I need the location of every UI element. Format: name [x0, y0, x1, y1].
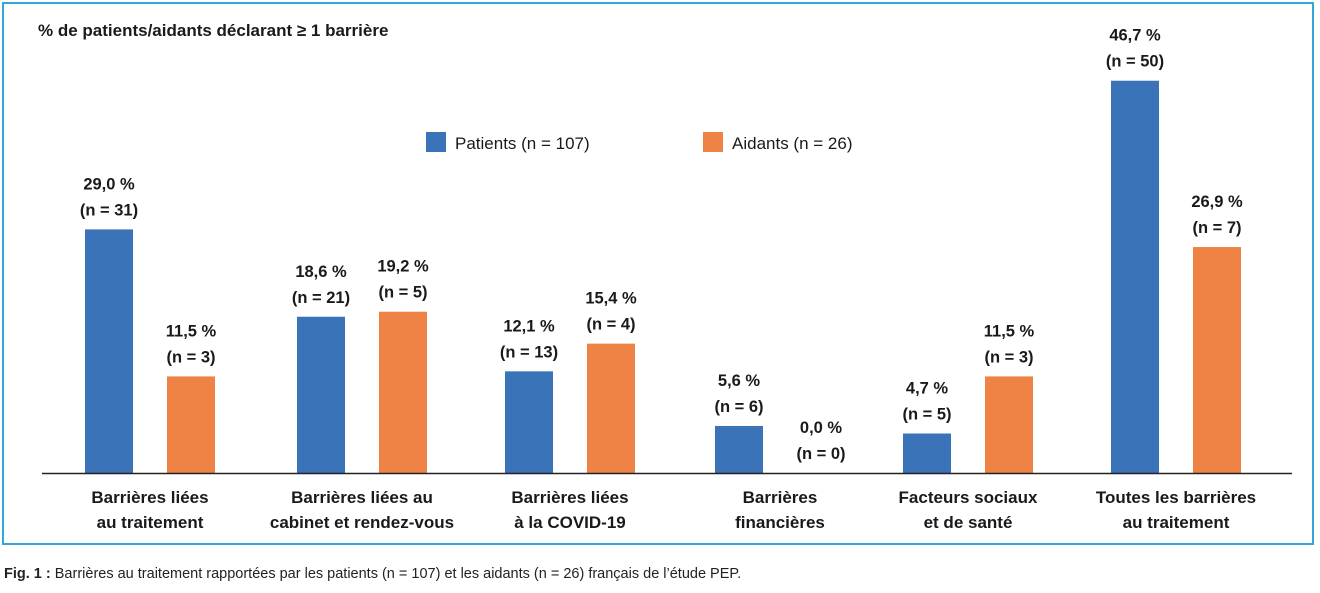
- data-label-patients-5-0: 46,7 %: [1109, 27, 1161, 45]
- bar-patients-4: [903, 433, 951, 473]
- data-label-aidants-5-1: (n = 7): [1192, 219, 1241, 237]
- caption-text: Barrières au traitement rapportées par l…: [50, 566, 742, 582]
- bar-aidants-1: [379, 311, 427, 473]
- data-label-patients-5-1: (n = 50): [1106, 53, 1164, 71]
- bar-aidants-5: [1193, 247, 1241, 473]
- data-label-aidants-1-0: 19,2 %: [377, 258, 429, 276]
- bar-patients-5: [1111, 80, 1159, 473]
- x-tick-label-1-1: cabinet et rendez-vous: [270, 513, 454, 532]
- x-tick-label-4-0: Facteurs sociaux: [899, 488, 1038, 507]
- bar-aidants-4: [985, 376, 1033, 473]
- chart-frame: [2, 2, 1314, 545]
- x-tick-label-3-1: financières: [735, 513, 825, 532]
- data-label-aidants-4-0: 11,5 %: [984, 322, 1035, 340]
- data-label-aidants-4-1: (n = 3): [984, 348, 1033, 366]
- data-label-patients-0-1: (n = 31): [80, 201, 138, 219]
- x-tick-label-1-0: Barrières liées au: [291, 488, 433, 507]
- chart-title: % de patients/aidants déclarant ≥ 1 barr…: [38, 21, 388, 40]
- legend-swatch-aidants: [703, 132, 723, 152]
- x-tick-label-5-1: au traitement: [1123, 513, 1230, 532]
- data-label-patients-0-0: 29,0 %: [83, 175, 135, 193]
- data-label-aidants-0-0: 11,5 %: [166, 322, 217, 340]
- figure-caption: Fig. 1 : Barrières au traitement rapport…: [4, 566, 741, 582]
- bar-patients-0: [85, 229, 133, 473]
- figure-label: Fig. 1 :: [4, 566, 51, 582]
- legend-swatch-patients: [426, 132, 446, 152]
- bar-aidants-2: [587, 343, 635, 473]
- legend: Patients (n = 107) Aidants (n = 26): [426, 132, 853, 153]
- x-tick-label-5-0: Toutes les barrières: [1096, 488, 1256, 507]
- data-label-patients-2-1: (n = 13): [500, 343, 558, 361]
- legend-label-patients: Patients (n = 107): [455, 134, 590, 153]
- x-tick-label-2-0: Barrières liées: [511, 488, 628, 507]
- x-tick-label-4-1: et de santé: [924, 513, 1013, 532]
- data-label-aidants-5-0: 26,9 %: [1191, 193, 1243, 211]
- data-label-aidants-2-1: (n = 4): [586, 316, 635, 334]
- x-axis-labels: Barrières liées au traitement Barrières li…: [91, 488, 1256, 532]
- bars-group: 29,0 % (n = 31) 18,6 % (n = 21) 12,1 % (n = 1…: [80, 27, 1243, 473]
- data-label-aidants-1-1: (n = 5): [378, 284, 427, 302]
- data-label-patients-3-0: 5,6 %: [718, 372, 761, 390]
- data-label-patients-4-0: 4,7 %: [906, 380, 949, 398]
- data-label-aidants-2-0: 15,4 %: [585, 290, 637, 308]
- x-tick-label-2-1: à la COVID-19: [514, 513, 626, 532]
- bar-chart: % de patients/aidants déclarant ≥ 1 barr…: [38, 21, 1292, 532]
- data-label-patients-1-1: (n = 21): [292, 289, 350, 307]
- data-label-patients-2-0: 12,1 %: [503, 317, 555, 335]
- x-tick-label-3-0: Barrières: [743, 488, 818, 507]
- data-label-aidants-3-1: (n = 0): [796, 445, 845, 463]
- data-label-patients-1-0: 18,6 %: [295, 263, 347, 281]
- data-label-aidants-0-1: (n = 3): [166, 348, 215, 366]
- data-label-patients-4-1: (n = 5): [902, 406, 951, 424]
- bar-patients-2: [505, 371, 553, 473]
- x-tick-label-0-1: au traitement: [97, 513, 204, 532]
- bar-patients-3: [715, 425, 763, 473]
- legend-label-aidants: Aidants (n = 26): [732, 134, 853, 153]
- data-label-aidants-3-0: 0,0 %: [800, 419, 843, 437]
- x-tick-label-0-0: Barrières liées: [91, 488, 208, 507]
- bar-patients-1: [297, 316, 345, 473]
- bar-aidants-0: [167, 376, 215, 473]
- data-label-patients-3-1: (n = 6): [714, 398, 763, 416]
